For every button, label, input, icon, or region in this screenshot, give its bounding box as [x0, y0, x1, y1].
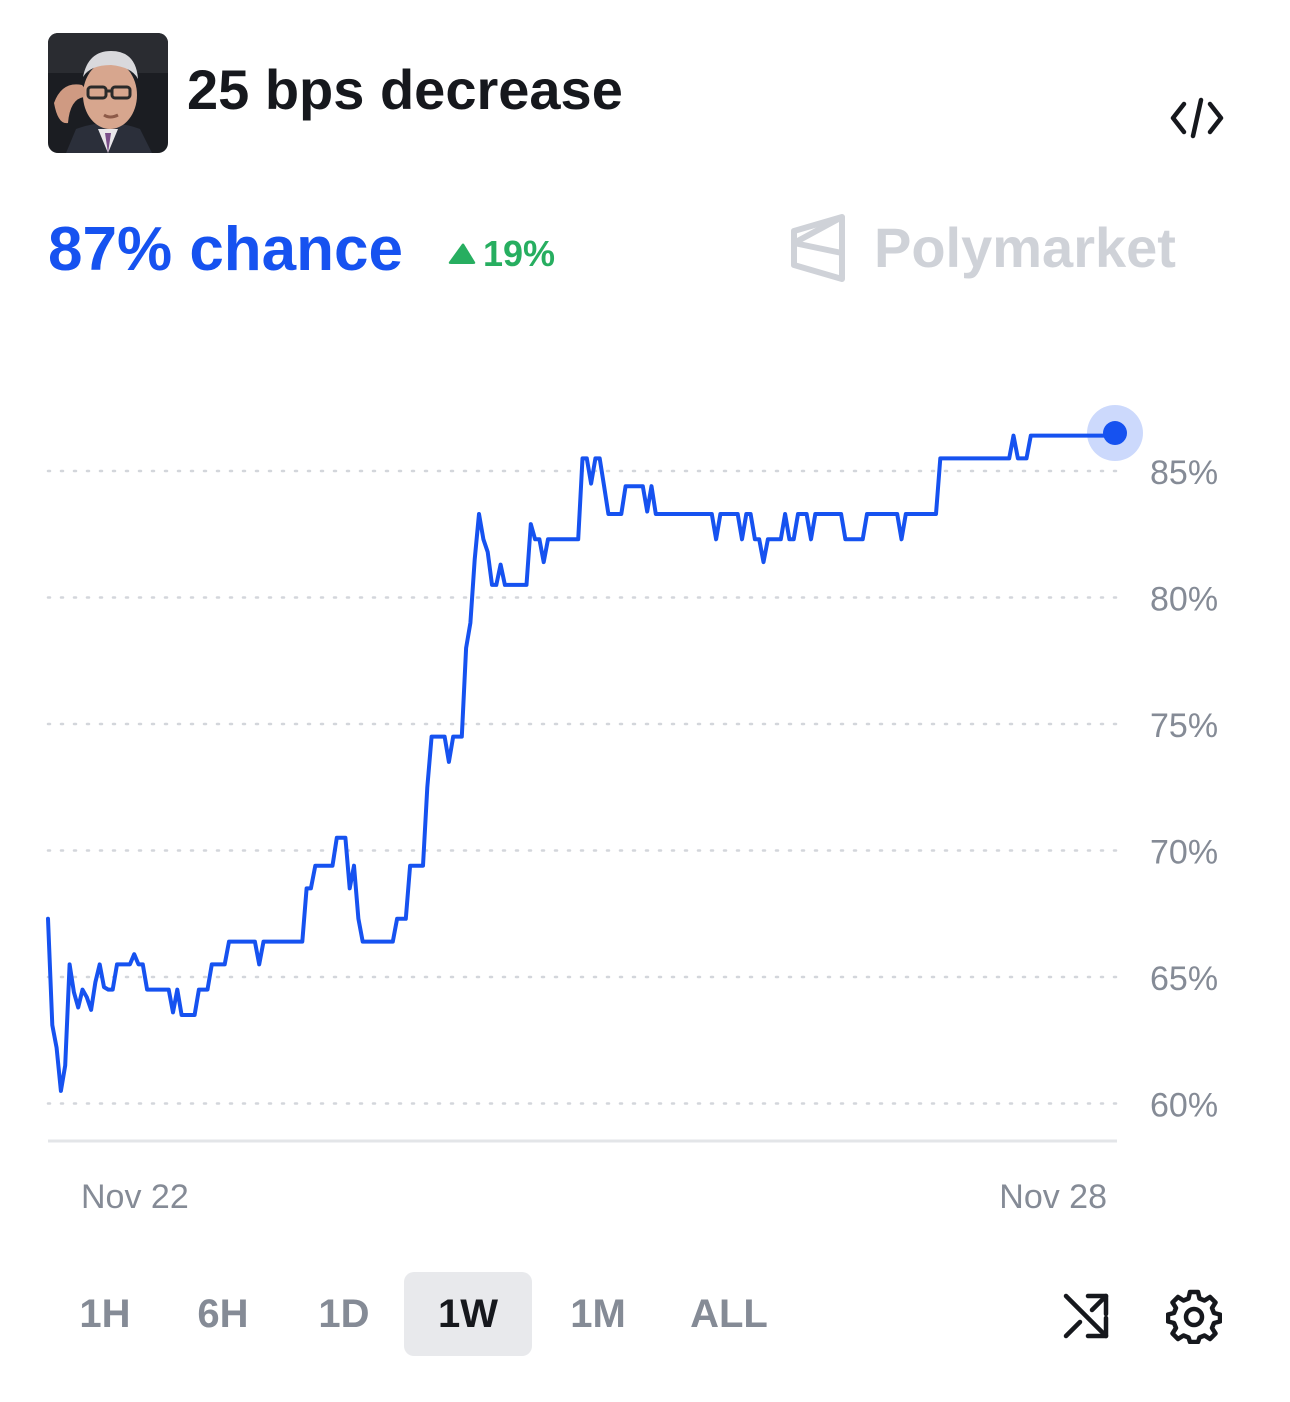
- market-title: 25 bps decrease: [187, 58, 623, 121]
- current-point: [1103, 421, 1127, 446]
- series-line: [46, 433, 1119, 1093]
- timeframe-1m[interactable]: 1M: [570, 1291, 626, 1336]
- change-value: 19%: [483, 233, 556, 274]
- market-avatar: [48, 33, 168, 153]
- settings-button[interactable]: [1165, 1288, 1223, 1345]
- shuffle-button[interactable]: [1058, 1288, 1114, 1344]
- x-tick-label: Nov 22: [81, 1178, 189, 1216]
- timeframe-1w[interactable]: 1W: [404, 1272, 532, 1356]
- gear-icon: [1165, 1289, 1223, 1345]
- timeframe-1d[interactable]: 1D: [318, 1291, 370, 1336]
- polymarket-logo-icon: [791, 214, 845, 282]
- y-tick-label: 70%: [1150, 834, 1218, 872]
- timeframe-selector: 1H 6H 1D 1W 1M ALL: [48, 1272, 794, 1356]
- embed-button[interactable]: [1168, 94, 1226, 142]
- chance-value: 87% chance: [48, 215, 403, 284]
- shuffle-icon: [1063, 1293, 1109, 1339]
- price-chart[interactable]: 60% 65% 70% 75% 80% 85% Nov 22 Nov 28: [0, 380, 1290, 1230]
- x-tick-label: Nov 28: [999, 1178, 1107, 1216]
- timeframe-all[interactable]: ALL: [690, 1291, 768, 1336]
- timeframe-6h[interactable]: 6H: [197, 1291, 249, 1336]
- triangle-up-icon: [448, 243, 476, 264]
- y-tick-label: 85%: [1150, 454, 1218, 492]
- y-tick-label: 60%: [1150, 1087, 1218, 1125]
- brand-name: Polymarket: [874, 216, 1176, 279]
- change-indicator: 19%: [447, 232, 555, 276]
- y-tick-label: 80%: [1150, 581, 1218, 619]
- timeframe-1h[interactable]: 1H: [79, 1291, 131, 1336]
- y-tick-label: 65%: [1150, 960, 1218, 998]
- code-embed-icon: [1170, 97, 1224, 139]
- brand-watermark: Polymarket: [788, 212, 1176, 284]
- y-tick-label: 75%: [1150, 707, 1218, 745]
- portrait-avatar-icon: [48, 33, 168, 153]
